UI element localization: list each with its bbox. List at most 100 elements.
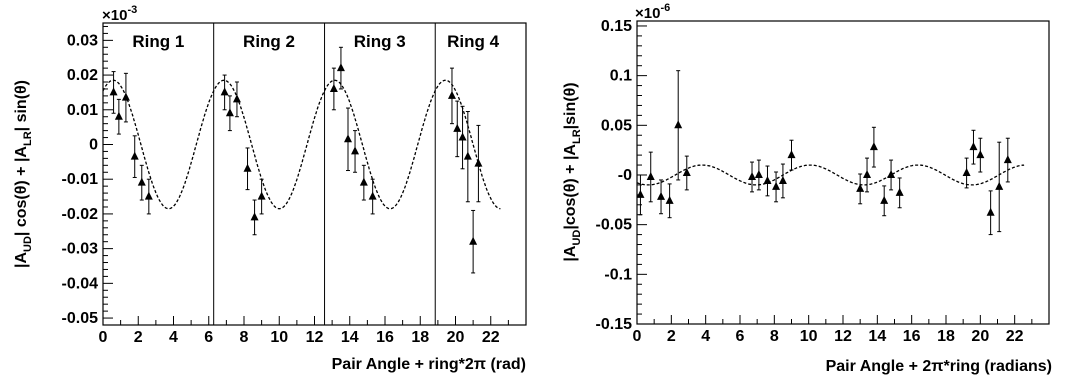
triangle-marker bbox=[130, 151, 139, 160]
data-point bbox=[976, 137, 985, 173]
data-point bbox=[137, 164, 146, 201]
triangle-marker bbox=[665, 195, 674, 204]
triangle-marker bbox=[969, 142, 978, 151]
data-point bbox=[682, 155, 691, 191]
data-point bbox=[453, 100, 462, 158]
data-point bbox=[887, 159, 896, 191]
triangle-marker bbox=[453, 123, 462, 132]
data-point bbox=[243, 147, 252, 191]
triangle-marker bbox=[895, 187, 904, 196]
y-tick-label: 0.02 bbox=[67, 67, 98, 84]
x-tick-label: 6 bbox=[736, 328, 745, 345]
triangle-marker bbox=[976, 150, 985, 159]
triangle-marker bbox=[682, 167, 691, 176]
x-tick-label: 12 bbox=[834, 328, 852, 345]
y-tick-label: 0.15 bbox=[601, 18, 632, 35]
triangle-marker bbox=[778, 175, 787, 184]
triangle-marker bbox=[359, 177, 368, 186]
triangle-marker bbox=[137, 177, 146, 186]
data-point bbox=[232, 81, 241, 118]
left-y-axis-label: |AUD| cos(θ) + |ALR| sin(θ) bbox=[13, 80, 34, 268]
data-point bbox=[1003, 137, 1012, 183]
triangle-marker bbox=[636, 189, 645, 198]
data-point bbox=[359, 164, 368, 201]
data-point bbox=[863, 157, 872, 193]
data-point bbox=[225, 95, 234, 132]
right-y-axis-label: |AUD|cos(θ) + |ALR|sin(θ) bbox=[562, 82, 583, 261]
triangle-marker bbox=[114, 111, 123, 120]
data-point bbox=[674, 70, 683, 181]
data-point bbox=[880, 185, 889, 217]
triangle-marker bbox=[474, 158, 483, 167]
data-point bbox=[220, 74, 229, 111]
triangle-marker bbox=[329, 83, 338, 92]
x-tick-label: 22 bbox=[1006, 328, 1024, 345]
data-point bbox=[986, 190, 995, 236]
right-exponent-label: ×10-6 bbox=[635, 2, 670, 22]
data-point bbox=[754, 159, 763, 191]
left-exponent-label: ×10-3 bbox=[102, 4, 137, 24]
x-tick-label: 20 bbox=[971, 328, 989, 345]
data-point bbox=[109, 71, 118, 114]
triangle-marker bbox=[787, 150, 796, 159]
right-x-axis-label: Pair Angle + 2π*ring (radians) bbox=[826, 358, 1052, 375]
data-point bbox=[636, 174, 645, 216]
x-tick-label: 0 bbox=[633, 328, 642, 345]
triangle-marker bbox=[887, 169, 896, 178]
triangle-marker bbox=[880, 195, 889, 204]
triangle-marker bbox=[856, 183, 865, 192]
data-point bbox=[969, 129, 978, 165]
triangle-marker bbox=[121, 92, 130, 101]
data-point bbox=[995, 141, 1004, 233]
x-tick-label: 16 bbox=[376, 329, 394, 346]
x-tick-label: 16 bbox=[903, 328, 921, 345]
data-point bbox=[447, 67, 456, 125]
x-tick-label: 6 bbox=[204, 329, 213, 346]
data-point bbox=[458, 105, 467, 170]
y-tick-label: -0.01 bbox=[62, 171, 99, 188]
triangle-marker bbox=[368, 191, 377, 200]
x-tick-label: 12 bbox=[306, 329, 324, 346]
triangle-marker bbox=[351, 146, 360, 155]
data-point bbox=[646, 151, 655, 203]
triangle-marker bbox=[144, 191, 153, 200]
triangle-marker bbox=[657, 191, 666, 200]
triangle-marker bbox=[109, 87, 118, 96]
triangle-marker bbox=[225, 108, 234, 117]
data-point bbox=[114, 98, 123, 135]
y-tick-label: -0.04 bbox=[62, 275, 99, 292]
y-tick-label: -0.02 bbox=[62, 206, 99, 223]
data-point bbox=[343, 107, 352, 172]
triangle-marker bbox=[869, 142, 878, 151]
triangle-marker bbox=[863, 169, 872, 178]
right-panel: -0.15 -0.1 -0.05 -0 0.05 0.1 0.15 0 2 4 6 8 10 12 14 1… bbox=[562, 2, 1052, 375]
triangle-marker bbox=[748, 171, 757, 180]
data-point bbox=[463, 111, 472, 203]
triangle-marker bbox=[336, 63, 345, 72]
data-point bbox=[257, 178, 266, 215]
triangle-marker bbox=[469, 236, 478, 245]
left-plot-frame bbox=[102, 22, 527, 326]
x-tick-label: 14 bbox=[868, 328, 886, 345]
data-point bbox=[469, 209, 478, 274]
x-tick-label: 20 bbox=[447, 329, 465, 346]
data-point bbox=[665, 183, 674, 219]
triangle-marker bbox=[1003, 155, 1012, 164]
data-point bbox=[748, 161, 757, 193]
triangle-marker bbox=[763, 175, 772, 184]
x-tick-label: 22 bbox=[482, 329, 500, 346]
y-tick-label: 0.01 bbox=[67, 102, 98, 119]
triangle-marker bbox=[772, 181, 781, 190]
data-point bbox=[474, 124, 483, 203]
triangle-marker bbox=[243, 163, 252, 172]
triangle-marker bbox=[754, 169, 763, 178]
x-tick-label: 2 bbox=[667, 328, 676, 345]
triangle-marker bbox=[458, 132, 467, 141]
data-point bbox=[121, 72, 130, 123]
y-tick-label: -0.1 bbox=[604, 266, 632, 283]
y-tick-label: 0.1 bbox=[610, 68, 632, 85]
left-x-axis-label: Pair Angle + ring*2π (rad) bbox=[332, 356, 526, 373]
fit-curve bbox=[636, 164, 1025, 186]
triangle-marker bbox=[986, 207, 995, 216]
